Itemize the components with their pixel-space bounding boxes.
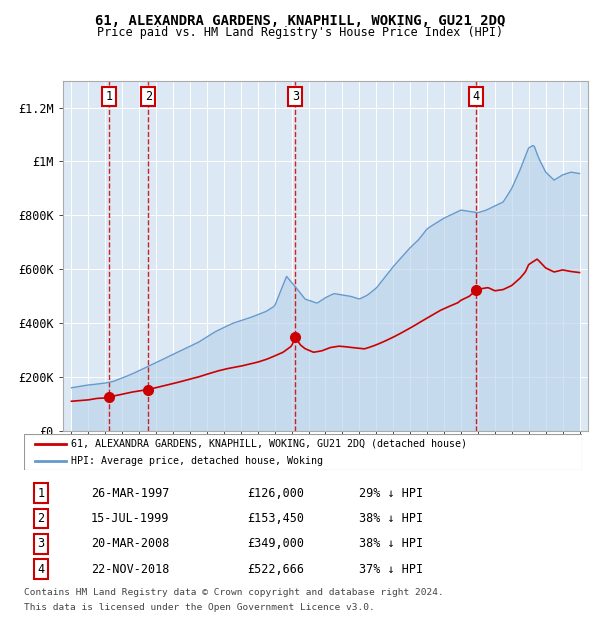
Text: Contains HM Land Registry data © Crown copyright and database right 2024.: Contains HM Land Registry data © Crown c… bbox=[24, 588, 444, 597]
Text: 38% ↓ HPI: 38% ↓ HPI bbox=[359, 512, 423, 525]
Text: HPI: Average price, detached house, Woking: HPI: Average price, detached house, Woki… bbox=[71, 456, 323, 466]
Text: 37% ↓ HPI: 37% ↓ HPI bbox=[359, 563, 423, 575]
Text: 1: 1 bbox=[106, 90, 113, 103]
Text: 3: 3 bbox=[292, 90, 299, 103]
Text: 3: 3 bbox=[37, 538, 44, 551]
Text: 1: 1 bbox=[37, 487, 44, 500]
Text: 2: 2 bbox=[145, 90, 152, 103]
Text: 38% ↓ HPI: 38% ↓ HPI bbox=[359, 538, 423, 551]
Text: 61, ALEXANDRA GARDENS, KNAPHILL, WOKING, GU21 2DQ: 61, ALEXANDRA GARDENS, KNAPHILL, WOKING,… bbox=[95, 14, 505, 28]
Text: This data is licensed under the Open Government Licence v3.0.: This data is licensed under the Open Gov… bbox=[24, 603, 375, 612]
Text: 22-NOV-2018: 22-NOV-2018 bbox=[91, 563, 169, 575]
Text: 4: 4 bbox=[472, 90, 479, 103]
Text: 15-JUL-1999: 15-JUL-1999 bbox=[91, 512, 169, 525]
Text: 29% ↓ HPI: 29% ↓ HPI bbox=[359, 487, 423, 500]
Text: £126,000: £126,000 bbox=[247, 487, 304, 500]
FancyBboxPatch shape bbox=[24, 434, 582, 470]
Text: 26-MAR-1997: 26-MAR-1997 bbox=[91, 487, 169, 500]
Text: 61, ALEXANDRA GARDENS, KNAPHILL, WOKING, GU21 2DQ (detached house): 61, ALEXANDRA GARDENS, KNAPHILL, WOKING,… bbox=[71, 439, 467, 449]
Text: £522,666: £522,666 bbox=[247, 563, 304, 575]
Text: 2: 2 bbox=[37, 512, 44, 525]
Text: £153,450: £153,450 bbox=[247, 512, 304, 525]
Text: 20-MAR-2008: 20-MAR-2008 bbox=[91, 538, 169, 551]
Text: 4: 4 bbox=[37, 563, 44, 575]
Text: Price paid vs. HM Land Registry's House Price Index (HPI): Price paid vs. HM Land Registry's House … bbox=[97, 26, 503, 39]
Text: £349,000: £349,000 bbox=[247, 538, 304, 551]
